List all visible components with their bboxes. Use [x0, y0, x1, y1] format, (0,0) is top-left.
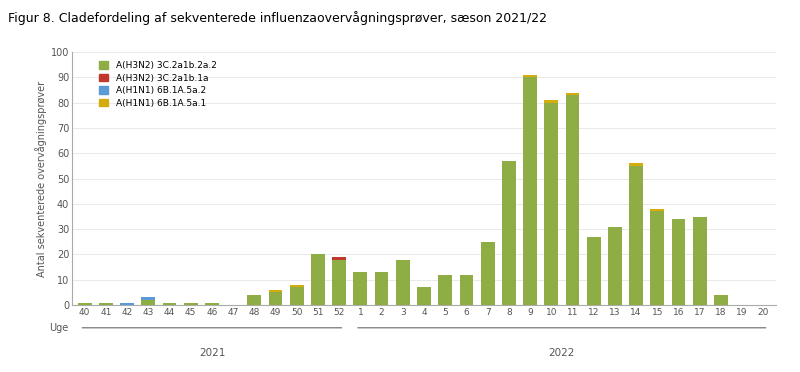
Bar [396, 260, 410, 305]
Bar [650, 209, 664, 211]
Bar [608, 227, 622, 305]
Bar [269, 292, 282, 305]
Bar [162, 302, 177, 305]
Y-axis label: Antal sekventerede overvågningsprøver: Antal sekventerede overvågningsprøver [34, 80, 46, 277]
Bar [269, 290, 282, 292]
Bar [247, 295, 262, 305]
Bar [566, 95, 579, 305]
Bar [523, 75, 537, 77]
Bar [290, 285, 304, 287]
Bar [332, 260, 346, 305]
Bar [311, 254, 325, 305]
Bar [290, 287, 304, 305]
Bar [205, 302, 219, 305]
Bar [354, 272, 367, 305]
Text: 2021: 2021 [198, 348, 225, 358]
Bar [184, 302, 198, 305]
Legend: A(H3N2) 3C.2a1b.2a.2, A(H3N2) 3C.2a1b.1a, A(H1N1) 6B.1A.5a.2, A(H1N1) 6B.1A.5a.1: A(H3N2) 3C.2a1b.2a.2, A(H3N2) 3C.2a1b.1a… [98, 59, 218, 110]
Bar [417, 287, 431, 305]
Bar [374, 272, 389, 305]
Bar [566, 93, 579, 95]
Bar [650, 211, 664, 305]
Bar [502, 161, 516, 305]
Bar [120, 302, 134, 305]
Bar [544, 103, 558, 305]
Bar [544, 100, 558, 103]
Text: Figur 8. Cladefordeling af sekventerede influenzaovervågningsprøver, sæson 2021/: Figur 8. Cladefordeling af sekventerede … [8, 11, 547, 25]
Bar [693, 217, 706, 305]
Bar [629, 163, 643, 166]
Bar [586, 237, 601, 305]
Bar [99, 302, 113, 305]
Bar [481, 242, 494, 305]
Bar [629, 166, 643, 305]
Text: Uge: Uge [50, 323, 69, 333]
Bar [714, 295, 728, 305]
Bar [438, 275, 452, 305]
Bar [78, 302, 92, 305]
Text: 2022: 2022 [549, 348, 575, 358]
Bar [671, 219, 686, 305]
Bar [332, 257, 346, 260]
Bar [459, 275, 474, 305]
Bar [142, 300, 155, 305]
Bar [142, 298, 155, 300]
Bar [523, 77, 537, 305]
